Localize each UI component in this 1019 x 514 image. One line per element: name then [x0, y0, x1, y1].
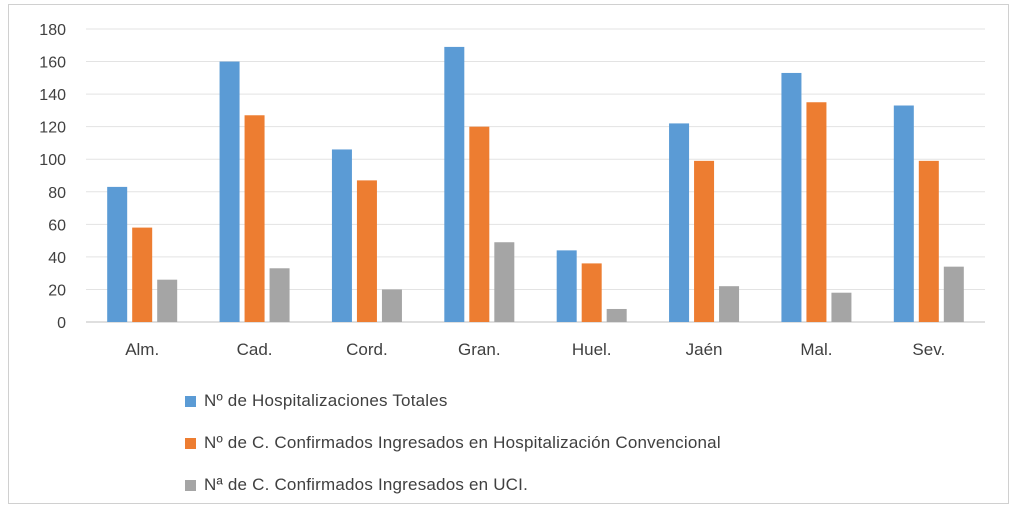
bar-chart: 0 20 40 60 80 100 120 140 160 180 Alm. Cad. Cord. Gr…: [39, 22, 985, 359]
bar: [107, 186, 128, 322]
y-tick-label: 60: [48, 217, 66, 234]
y-tick-label: 0: [57, 315, 66, 332]
y-tick-label: 20: [48, 282, 66, 299]
bar: [831, 292, 852, 322]
bar: [669, 123, 690, 323]
x-axis-ticks: Alm. Cad. Cord. Gran. Huel. Jaén Mal. Sev.: [125, 340, 945, 359]
y-tick-label: 100: [39, 152, 66, 169]
legend-item-conventional: Nº de C. Confirmados Ingresados en Hospi…: [185, 430, 721, 456]
legend-label-total: Nº de Hospitalizaciones Totales: [204, 391, 448, 410]
legend-swatch-uci: [185, 479, 196, 491]
y-tick-label: 120: [39, 120, 66, 137]
bar: [157, 279, 178, 322]
bar: [606, 308, 627, 322]
bar: [494, 242, 515, 322]
legend-label-conventional: Nº de C. Confirmados Ingresados en Hospi…: [204, 433, 721, 452]
legend-swatch-total: [185, 395, 196, 407]
legend: Nº de Hospitalizaciones Totales Nº de C.…: [185, 388, 721, 514]
bar: [719, 286, 740, 322]
legend-item-uci: Nª de C. Confirmados Ingresados en UCI.: [185, 472, 721, 498]
y-axis-ticks: 0 20 40 60 80 100 120 140 160 180: [39, 22, 66, 332]
x-tick-label: Alm.: [125, 340, 159, 359]
x-tick-label: Mal.: [800, 340, 832, 359]
bar: [331, 149, 352, 322]
chart-frame: 0 20 40 60 80 100 120 140 160 180 Alm. Cad. Cord. Gr…: [8, 4, 1009, 504]
bar: [469, 126, 490, 323]
bar: [444, 46, 465, 323]
legend-item-total: Nº de Hospitalizaciones Totales: [185, 388, 721, 414]
bar: [694, 160, 715, 322]
bar: [581, 263, 602, 322]
bar: [806, 102, 827, 322]
x-tick-label: Cad.: [237, 340, 273, 359]
y-tick-label: 80: [48, 185, 66, 202]
bar: [356, 180, 377, 322]
y-tick-label: 160: [39, 55, 66, 72]
bar: [219, 61, 240, 323]
bar: [269, 268, 290, 322]
bar: [381, 289, 402, 322]
bars: [107, 46, 964, 323]
bar: [781, 72, 802, 322]
x-tick-label: Gran.: [458, 340, 501, 359]
x-tick-label: Sev.: [912, 340, 945, 359]
y-tick-label: 180: [39, 22, 66, 39]
bar: [918, 160, 939, 322]
y-tick-label: 40: [48, 250, 66, 267]
y-tick-label: 140: [39, 87, 66, 104]
x-tick-label: Cord.: [346, 340, 388, 359]
x-tick-label: Jaén: [686, 340, 723, 359]
bar: [244, 115, 265, 323]
bar: [132, 227, 153, 322]
legend-swatch-conventional: [185, 437, 196, 449]
bar: [893, 105, 914, 322]
bar: [556, 250, 577, 322]
bar: [943, 266, 964, 322]
legend-label-uci: Nª de C. Confirmados Ingresados en UCI.: [204, 475, 529, 494]
x-tick-label: Huel.: [572, 340, 612, 359]
